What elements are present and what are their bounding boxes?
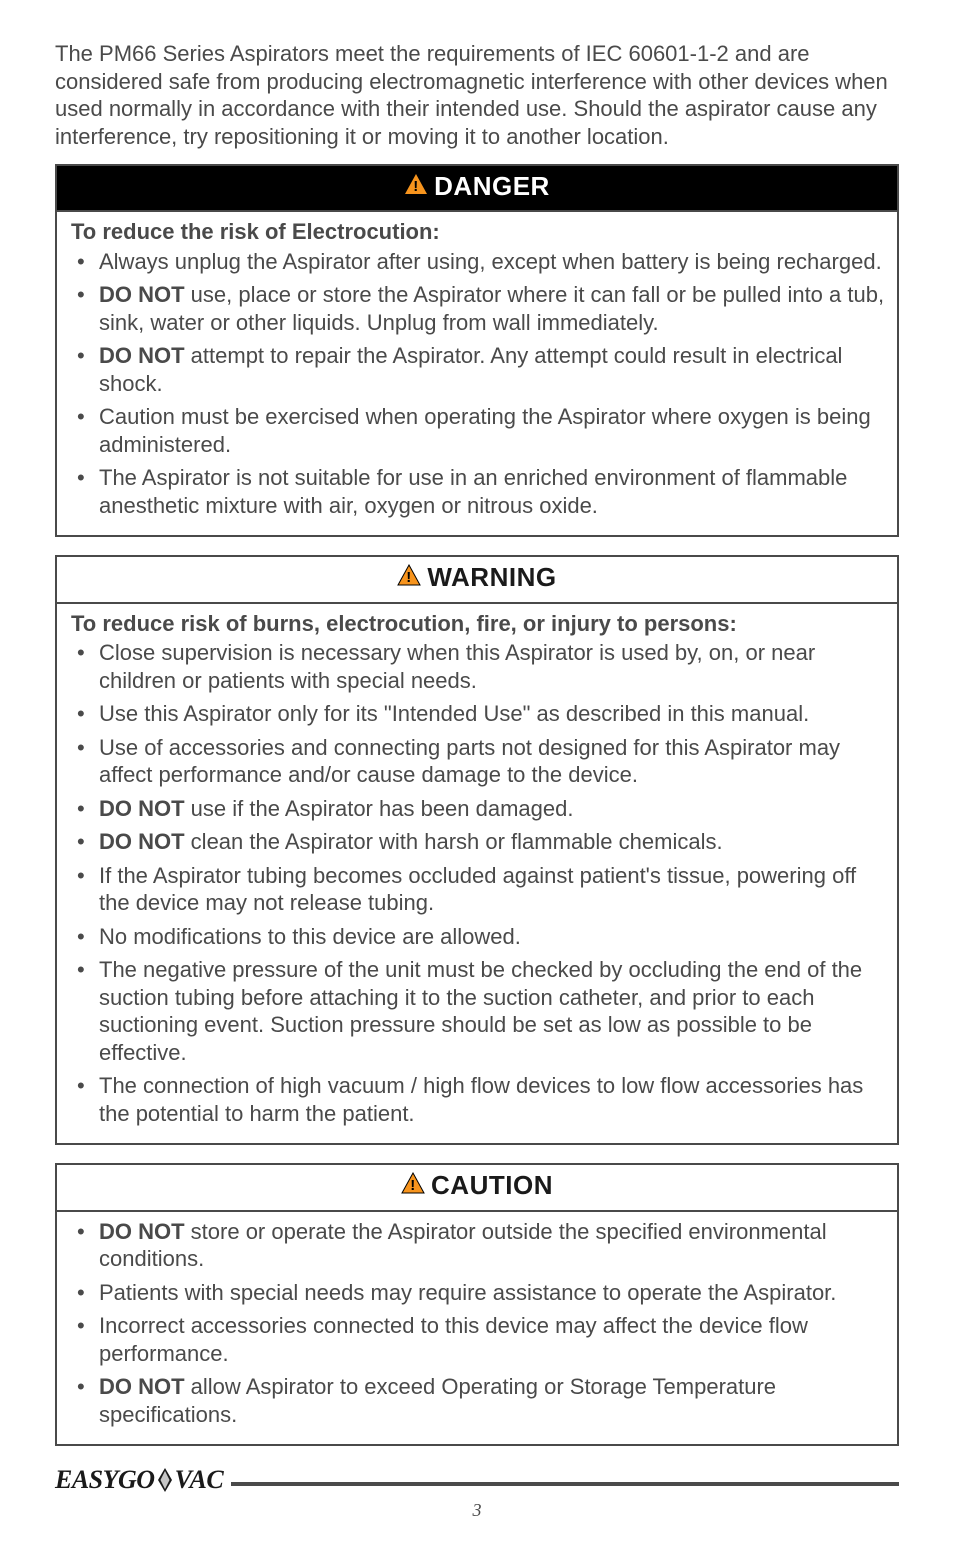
item-lead: DO NOT [99,1219,185,1244]
caution-title: CAUTION [431,1170,553,1200]
alert-triangle-icon: ! [401,1169,425,1202]
item-text: The negative pressure of the unit must b… [99,957,862,1065]
danger-title: DANGER [434,171,550,201]
warning-subhead: To reduce risk of burns, electrocution, … [71,610,887,638]
item-text: The Aspirator is not suitable for use in… [99,465,847,518]
list-item: DO NOT attempt to repair the Aspirator. … [71,342,887,397]
danger-header: ! DANGER [57,166,897,212]
item-text: No modifications to this device are allo… [99,924,521,949]
list-item: The negative pressure of the unit must b… [71,956,887,1066]
list-item: If the Aspirator tubing becomes occluded… [71,862,887,917]
warning-box: ! WARNING To reduce risk of burns, elect… [55,555,899,1145]
alert-triangle-icon: ! [397,561,421,594]
warning-title: WARNING [427,562,556,592]
item-text: Patients with special needs may require … [99,1280,836,1305]
item-lead: DO NOT [99,282,185,307]
intro-paragraph: The PM66 Series Aspirators meet the requ… [55,40,899,150]
item-text: Incorrect accessories connected to this … [99,1313,808,1366]
danger-list: Always unplug the Aspirator after using,… [71,248,887,520]
footer-rule [231,1482,899,1486]
item-text: Use this Aspirator only for its "Intende… [99,701,809,726]
logo-part1: EASY [55,1465,118,1494]
alert-triangle-icon: ! [404,170,428,203]
item-text: store or operate the Aspirator outside t… [99,1219,827,1272]
item-lead: DO NOT [99,829,185,854]
item-text: clean the Aspirator with harsh or flamma… [185,829,723,854]
caution-list: DO NOT store or operate the Aspirator ou… [71,1218,887,1429]
item-text: use, place or store the Aspirator where … [99,282,884,335]
caution-box: ! CAUTION DO NOT store or operate the As… [55,1163,899,1446]
list-item: The Aspirator is not suitable for use in… [71,464,887,519]
logo: EASYGO VAC [55,1464,223,1497]
item-text: Caution must be exercised when operating… [99,404,871,457]
item-text: attempt to repair the Aspirator. Any att… [99,343,842,396]
list-item: Use this Aspirator only for its "Intende… [71,700,887,728]
item-text: allow Aspirator to exceed Operating or S… [99,1374,776,1427]
item-text: If the Aspirator tubing becomes occluded… [99,863,856,916]
list-item: DO NOT allow Aspirator to exceed Operati… [71,1373,887,1428]
danger-body: To reduce the risk of Electrocution: Alw… [57,212,897,535]
item-text: The connection of high vacuum / high flo… [99,1073,863,1126]
caution-header: ! CAUTION [57,1165,897,1211]
svg-text:!: ! [413,178,419,195]
list-item: The connection of high vacuum / high flo… [71,1072,887,1127]
svg-text:!: ! [410,1177,416,1194]
logo-part2: GO [118,1465,155,1494]
item-lead: DO NOT [99,1374,185,1399]
list-item: Close supervision is necessary when this… [71,639,887,694]
warning-list: Close supervision is necessary when this… [71,639,887,1127]
danger-subhead: To reduce the risk of Electrocution: [71,218,887,246]
item-text: Always unplug the Aspirator after using,… [99,249,882,274]
item-text: Use of accessories and connecting parts … [99,735,840,788]
list-item: No modifications to this device are allo… [71,923,887,951]
diamond-icon [156,1466,174,1494]
list-item: DO NOT use, place or store the Aspirator… [71,281,887,336]
warning-body: To reduce risk of burns, electrocution, … [57,604,897,1144]
footer: EASYGO VAC [55,1464,899,1497]
list-item: DO NOT use if the Aspirator has been dam… [71,795,887,823]
list-item: Patients with special needs may require … [71,1279,887,1307]
danger-box: ! DANGER To reduce the risk of Electrocu… [55,164,899,537]
item-lead: DO NOT [99,796,185,821]
list-item: DO NOT store or operate the Aspirator ou… [71,1218,887,1273]
item-text: Close supervision is necessary when this… [99,640,815,693]
list-item: Always unplug the Aspirator after using,… [71,248,887,276]
list-item: DO NOT clean the Aspirator with harsh or… [71,828,887,856]
item-lead: DO NOT [99,343,185,368]
warning-header: ! WARNING [57,557,897,603]
caution-body: DO NOT store or operate the Aspirator ou… [57,1212,897,1445]
logo-part3: VAC [175,1465,224,1494]
list-item: Use of accessories and connecting parts … [71,734,887,789]
svg-text:!: ! [407,569,413,586]
list-item: Caution must be exercised when operating… [71,403,887,458]
list-item: Incorrect accessories connected to this … [71,1312,887,1367]
page-number: 3 [55,1499,899,1522]
item-text: use if the Aspirator has been damaged. [185,796,574,821]
